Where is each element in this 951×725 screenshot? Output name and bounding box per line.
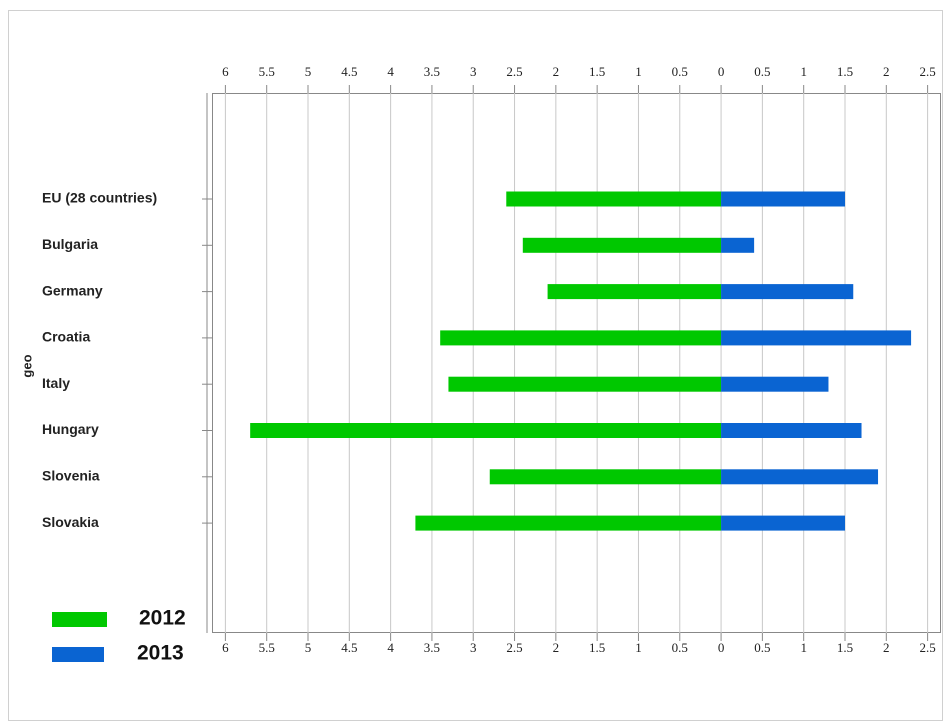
bar bbox=[506, 191, 722, 207]
bar bbox=[547, 284, 722, 300]
legend-label: 2012 bbox=[139, 607, 186, 630]
legend-label: 2013 bbox=[137, 642, 184, 665]
bar bbox=[448, 376, 722, 392]
x-tick-label: 0.5 bbox=[672, 640, 688, 655]
y-tick-label: EU (28 countries) bbox=[42, 190, 157, 206]
bar bbox=[522, 237, 722, 253]
bar bbox=[489, 469, 722, 485]
y-tick-label: Germany bbox=[42, 282, 103, 298]
x-tick-label: 2 bbox=[883, 64, 890, 79]
bar bbox=[415, 515, 722, 531]
y-tick-label: Slovakia bbox=[42, 514, 99, 530]
bar bbox=[721, 191, 845, 207]
x-tick-label: 5.5 bbox=[259, 64, 275, 79]
plot-frame bbox=[212, 93, 941, 633]
x-tick-label: 0.5 bbox=[754, 64, 770, 79]
x-tick-label: 2.5 bbox=[506, 64, 522, 79]
x-tick-label: 1.5 bbox=[589, 640, 605, 655]
x-tick-label: 4.5 bbox=[341, 640, 357, 655]
bar bbox=[250, 423, 722, 438]
legend-swatch bbox=[52, 612, 107, 627]
bar bbox=[721, 515, 845, 531]
x-tick-label: 0 bbox=[718, 640, 725, 655]
bar bbox=[721, 423, 862, 438]
x-tick-label: 1 bbox=[800, 640, 807, 655]
legend-swatch bbox=[52, 647, 104, 662]
bar bbox=[721, 469, 879, 485]
bar bbox=[721, 237, 755, 253]
x-tick-label: 3 bbox=[470, 64, 477, 79]
x-tick-label: 1.5 bbox=[589, 64, 605, 79]
x-tick-label: 2.5 bbox=[919, 64, 935, 79]
y-tick-label: Croatia bbox=[42, 329, 90, 345]
x-tick-label: 1 bbox=[800, 64, 807, 79]
x-tick-label: 6 bbox=[222, 640, 229, 655]
x-tick-label: 4.5 bbox=[341, 64, 357, 79]
x-tick-label: 4 bbox=[387, 64, 394, 79]
x-tick-label: 5 bbox=[305, 640, 312, 655]
bar bbox=[721, 376, 829, 392]
x-tick-label: 2 bbox=[883, 640, 890, 655]
x-tick-label: 6 bbox=[222, 64, 229, 79]
x-tick-label: 2.5 bbox=[919, 640, 935, 655]
x-tick-label: 0.5 bbox=[754, 640, 770, 655]
x-tick-label: 5.5 bbox=[259, 640, 275, 655]
x-tick-label: 4 bbox=[387, 640, 394, 655]
x-tick-label: 1.5 bbox=[837, 64, 853, 79]
x-tick-label: 1 bbox=[635, 64, 642, 79]
bar bbox=[721, 330, 912, 346]
y-tick-label: Bulgaria bbox=[42, 236, 98, 252]
outer-border bbox=[8, 10, 943, 721]
y-tick-label: Italy bbox=[42, 375, 70, 391]
bar bbox=[721, 284, 854, 300]
x-tick-label: 1 bbox=[635, 640, 642, 655]
x-tick-label: 3.5 bbox=[424, 640, 440, 655]
y-tick-label: Slovenia bbox=[42, 468, 100, 484]
x-tick-label: 2 bbox=[553, 64, 560, 79]
x-tick-label: 2 bbox=[553, 640, 560, 655]
x-tick-label: 3 bbox=[470, 640, 477, 655]
x-tick-label: 5 bbox=[305, 64, 312, 79]
y-tick-label: Hungary bbox=[42, 421, 99, 437]
x-tick-label: 1.5 bbox=[837, 640, 853, 655]
bar bbox=[440, 330, 722, 346]
x-tick-label: 0.5 bbox=[672, 64, 688, 79]
x-tick-label: 2.5 bbox=[506, 640, 522, 655]
y-axis-label: geo bbox=[19, 354, 34, 377]
x-tick-label: 0 bbox=[718, 64, 725, 79]
x-tick-label: 3.5 bbox=[424, 64, 440, 79]
